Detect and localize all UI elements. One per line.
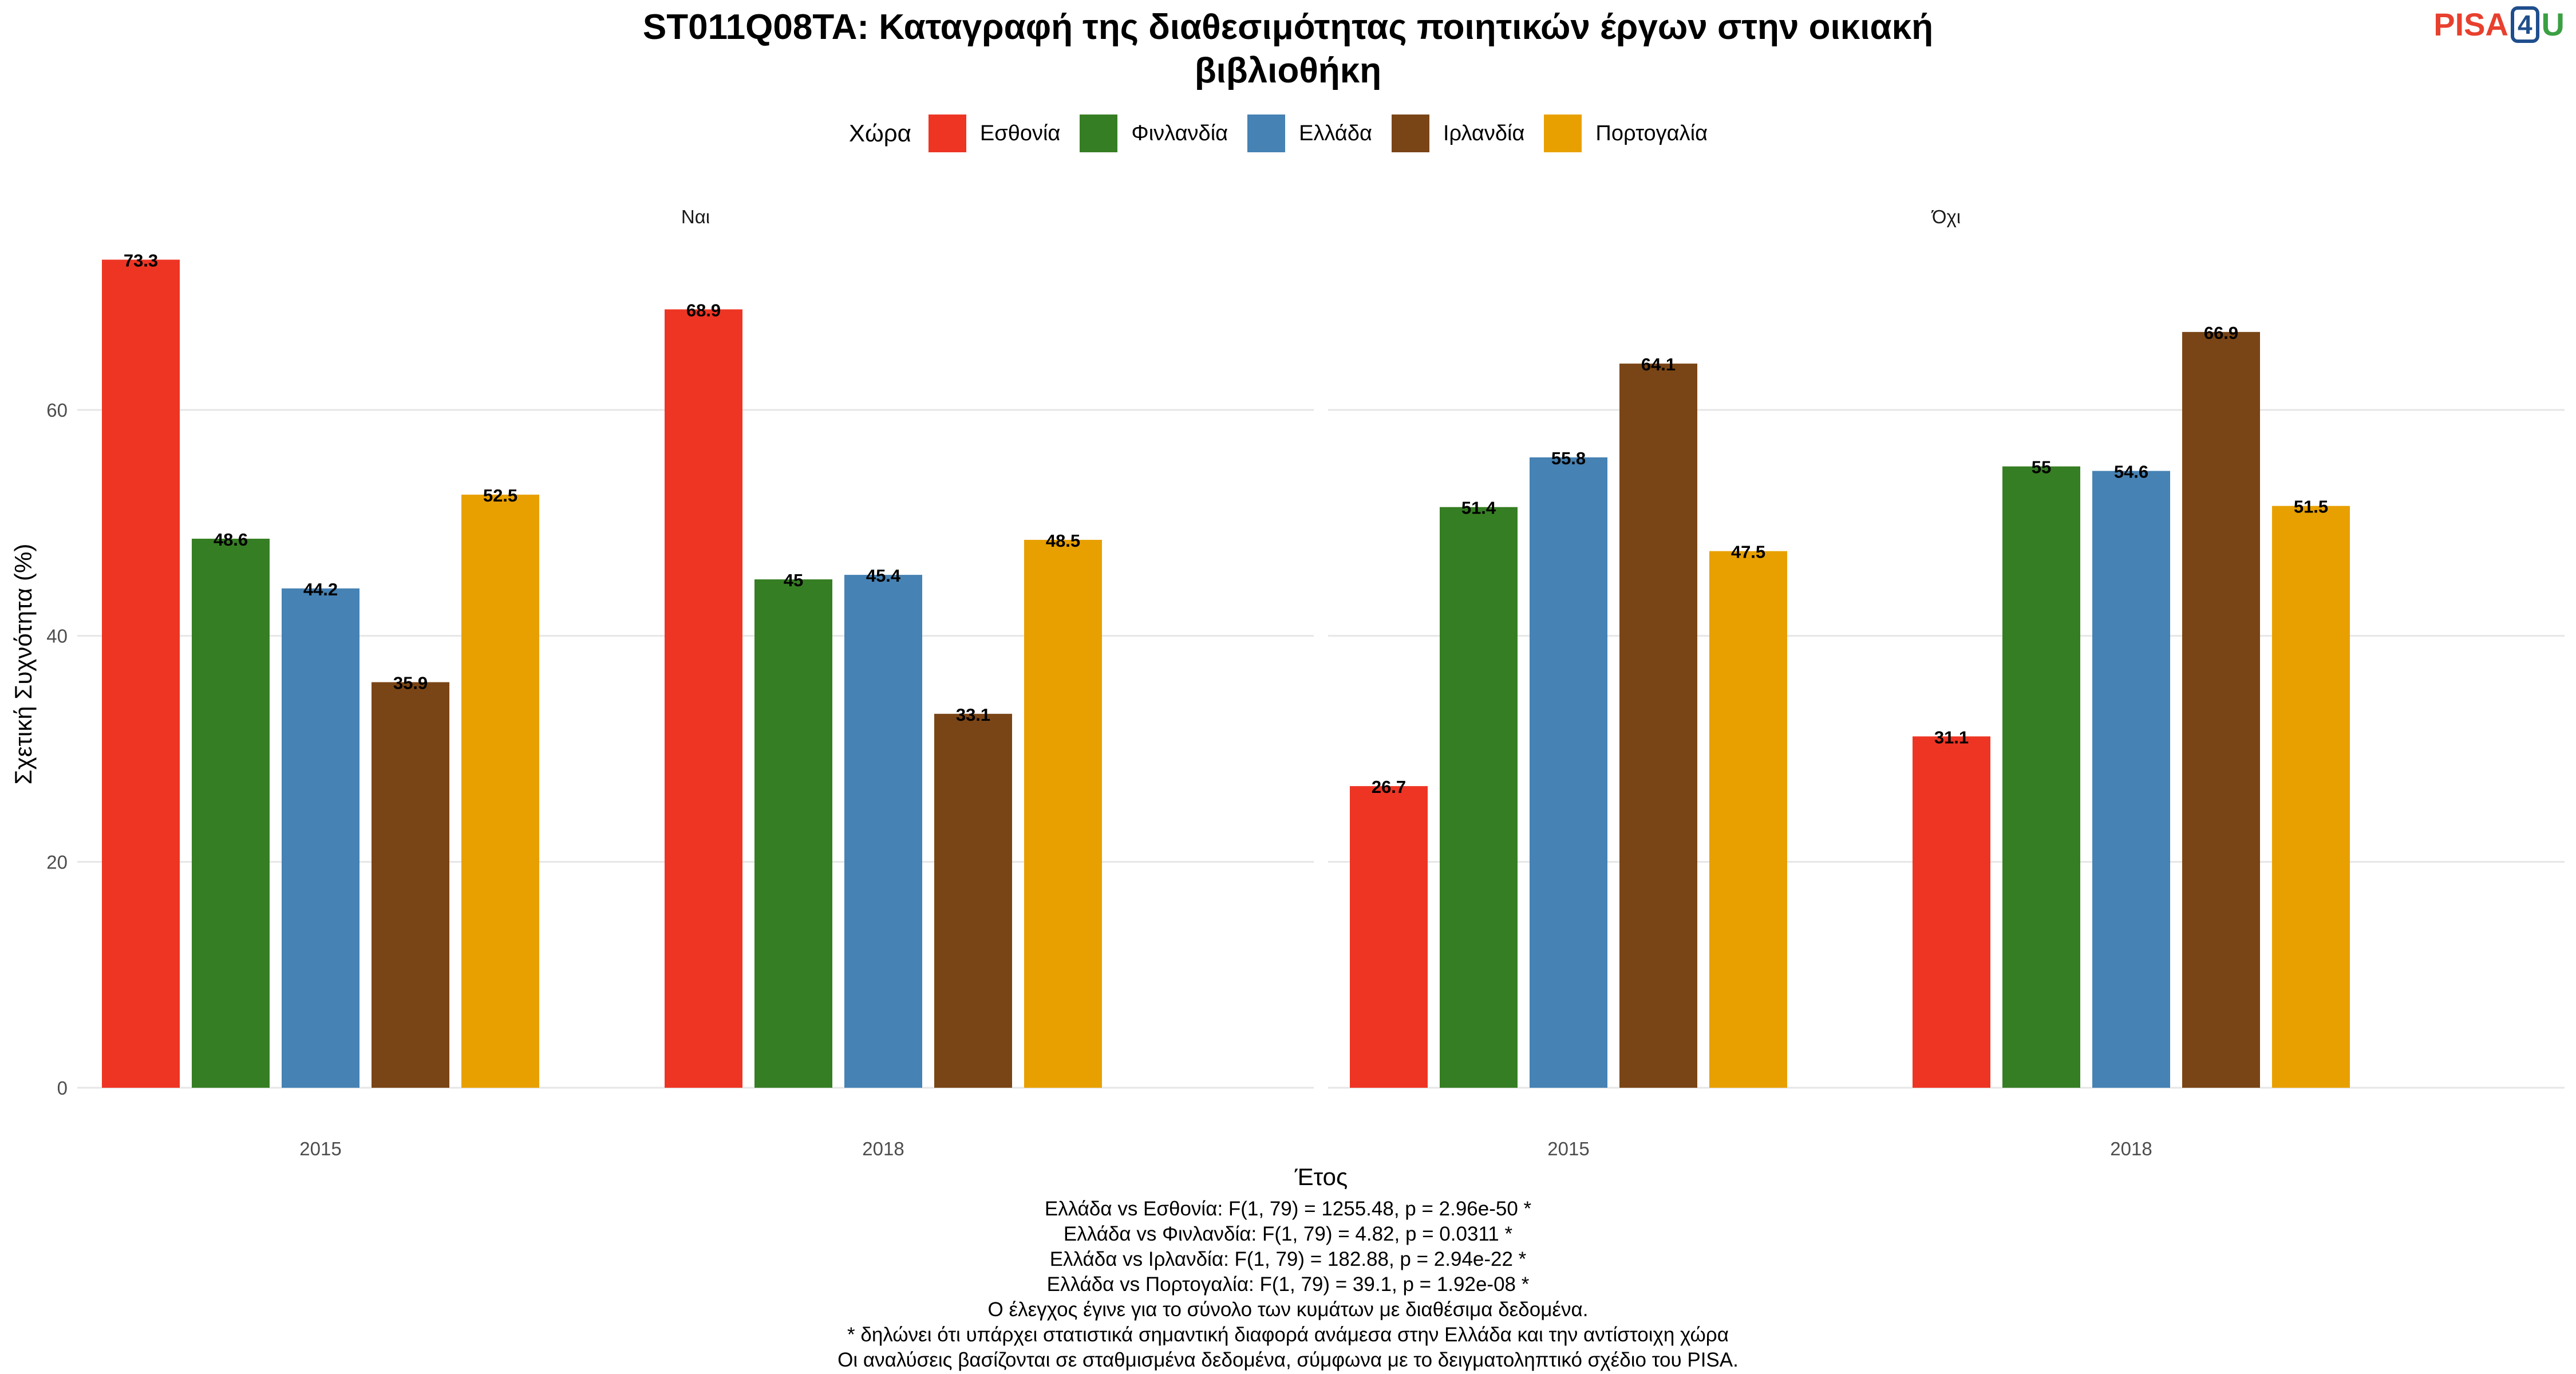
bar <box>1709 551 1787 1088</box>
bar-value-label: 64.1 <box>1641 354 1676 374</box>
footnote-line: Ελλάδα vs Ιρλανδία: F(1, 79) = 182.88, p… <box>1049 1248 1527 1270</box>
legend-label-ireland: Ιρλανδία <box>1443 121 1525 145</box>
bar-value-label: 26.7 <box>1372 777 1406 797</box>
legend-label-finland: Φινλανδία <box>1131 121 1228 145</box>
bar <box>102 259 180 1088</box>
bar <box>2092 471 2170 1088</box>
bar-value-label: 48.6 <box>214 530 248 550</box>
bar-value-label: 51.4 <box>1461 498 1496 518</box>
bar <box>461 495 539 1088</box>
y-axis-title: Σχετική Συχνότητα (%) <box>10 544 37 785</box>
x-tick-label: 2015 <box>1547 1138 1589 1159</box>
legend-item-estonia: Εσθονία <box>928 114 1061 152</box>
bar-value-label: 66.9 <box>2204 323 2238 343</box>
legend-label-greece: Ελλάδα <box>1299 121 1372 145</box>
legend-label-estonia: Εσθονία <box>979 121 1061 145</box>
bar-value-label: 68.9 <box>686 300 721 320</box>
bar-value-label: 51.5 <box>2294 497 2328 517</box>
bar <box>934 713 1012 1088</box>
chart-legend: Χώρα Εσθονία Φινλανδία Ελλάδα Ιρλανδία Π… <box>0 114 2576 152</box>
bar <box>2002 466 2080 1088</box>
logo-u-text: U <box>2541 6 2565 42</box>
bar <box>1913 736 1990 1088</box>
facet-label: Όχι <box>1931 206 1961 227</box>
legend-item-finland: Φινλανδία <box>1080 114 1228 152</box>
logo-four-text: 4 <box>2510 6 2539 43</box>
bar-value-label: 35.9 <box>393 673 428 693</box>
bar <box>1024 539 1102 1088</box>
pisa4u-logo: PISA 4 U <box>2433 5 2565 45</box>
bar-value-label: 44.2 <box>303 579 338 599</box>
legend-swatch-estonia <box>928 114 966 152</box>
legend-swatch-greece <box>1247 114 1286 152</box>
footnote-line: Ελλάδα vs Εσθονία: F(1, 79) = 1255.48, p… <box>1044 1198 1532 1220</box>
legend-swatch-ireland <box>1392 114 1429 152</box>
footnote-line: * δηλώνει ότι υπάρχει στατιστικά σημαντι… <box>847 1324 1729 1346</box>
footnote-line: Ελλάδα vs Πορτογαλία: F(1, 79) = 39.1, p… <box>1046 1273 1530 1296</box>
bar <box>282 588 359 1088</box>
bar <box>1440 507 1518 1088</box>
x-axis-title: Έτος <box>1294 1163 1348 1190</box>
footnote-line: Ελλάδα vs Φινλανδία: F(1, 79) = 4.82, p … <box>1063 1223 1513 1245</box>
bar-value-label: 45.4 <box>866 566 901 586</box>
x-tick-label: 2018 <box>2110 1138 2152 1159</box>
chart-title-line-2: βιβλιοθήκη <box>1194 51 1382 90</box>
bar-value-label: 45 <box>784 570 803 590</box>
legend-swatch-portugal <box>1544 114 1582 152</box>
bar <box>1530 457 1607 1088</box>
x-tick-label: 2015 <box>299 1138 341 1159</box>
x-tick-label: 2018 <box>862 1138 904 1159</box>
legend-swatch-finland <box>1080 114 1118 152</box>
bar-value-label: 47.5 <box>1731 542 1765 562</box>
legend-title: Χώρα <box>848 120 911 147</box>
facet-label: Ναι <box>681 206 710 227</box>
legend-label-portugal: Πορτογαλία <box>1595 121 1708 145</box>
footnote-line: Ο έλεγχος έγινε για το σύνολο των κυμάτω… <box>987 1298 1589 1321</box>
logo-pisa-text: PISA <box>2433 6 2508 42</box>
y-tick-label: 20 <box>46 851 68 872</box>
bar <box>665 309 742 1088</box>
footnote-line: Οι αναλύσεις βασίζονται σε σταθμισμένα δ… <box>837 1349 1739 1371</box>
bar <box>844 575 922 1088</box>
bar-value-label: 31.1 <box>1934 727 1969 747</box>
bar-value-label: 33.1 <box>956 705 990 725</box>
bar-value-label: 55 <box>2032 457 2051 477</box>
chart-title-line-1: ST011Q08TA: Καταγραφή της διαθεσιμότητας… <box>642 7 1934 47</box>
bar <box>1350 786 1428 1088</box>
bar <box>2182 331 2260 1088</box>
y-tick-label: 60 <box>46 400 68 421</box>
chart-title: ST011Q08TA: Καταγραφή της διαθεσιμότητας… <box>0 6 2576 93</box>
bar-value-label: 55.8 <box>1551 448 1586 468</box>
bar <box>1619 364 1697 1088</box>
bar-value-label: 48.5 <box>1046 531 1080 551</box>
bar <box>2272 506 2350 1088</box>
y-tick-label: 40 <box>46 626 68 647</box>
legend-item-greece: Ελλάδα <box>1247 114 1372 152</box>
bar-value-label: 54.6 <box>2114 462 2148 482</box>
bar <box>754 579 832 1088</box>
y-tick-label: 0 <box>57 1077 68 1099</box>
legend-item-ireland: Ιρλανδία <box>1392 114 1524 152</box>
bar <box>372 682 449 1088</box>
chart-footnotes: Ελλάδα vs Εσθονία: F(1, 79) = 1255.48, p… <box>0 1197 2576 1373</box>
bar-value-label: 73.3 <box>124 251 158 271</box>
bar <box>192 538 270 1088</box>
bar-value-label: 52.5 <box>483 485 517 506</box>
legend-item-portugal: Πορτογαλία <box>1544 114 1708 152</box>
